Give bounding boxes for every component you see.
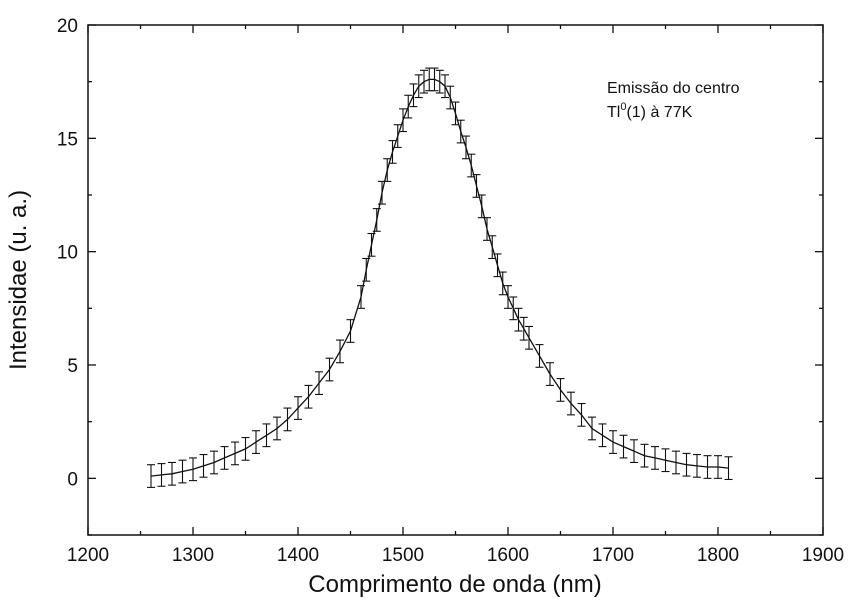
annotation-temperature: (1) à 77K — [626, 104, 692, 121]
x-tick-label: 1400 — [277, 545, 319, 566]
x-tick-label: 1900 — [802, 545, 844, 566]
x-tick-labels: 1200 1300 1400 1500 1600 1700 1800 1900 — [67, 545, 844, 566]
y-tick-label: 15 — [57, 129, 78, 150]
series-line — [150, 78, 729, 477]
x-tick-label: 1200 — [67, 545, 109, 566]
x-tick-label: 1300 — [172, 545, 214, 566]
x-tick-label: 1700 — [592, 545, 634, 566]
x-axis-title: Comprimento de onda (nm) — [308, 571, 601, 598]
x-tick-label: 1800 — [697, 545, 739, 566]
y-tick-label: 0 — [67, 469, 78, 490]
x-tick-label: 1500 — [382, 545, 424, 566]
annotation-superscript: 0 — [620, 101, 626, 113]
annotation-line-2: Tl0(1) à 77K — [607, 101, 693, 121]
axis-ticks — [87, 24, 824, 536]
plot-frame — [87, 24, 824, 536]
y-tick-label: 10 — [57, 243, 78, 264]
data-series — [147, 67, 733, 488]
y-axis-title: Intensidae (u. a.) — [5, 190, 32, 370]
y-tick-label: 5 — [67, 356, 78, 377]
y-tick-label: 20 — [57, 16, 78, 37]
annotation-line-1: Emissão do centro — [607, 80, 740, 97]
y-tick-labels: 0 5 10 15 20 — [57, 16, 78, 490]
x-tick-label: 1600 — [487, 545, 529, 566]
annotation-species: Tl — [607, 104, 620, 121]
